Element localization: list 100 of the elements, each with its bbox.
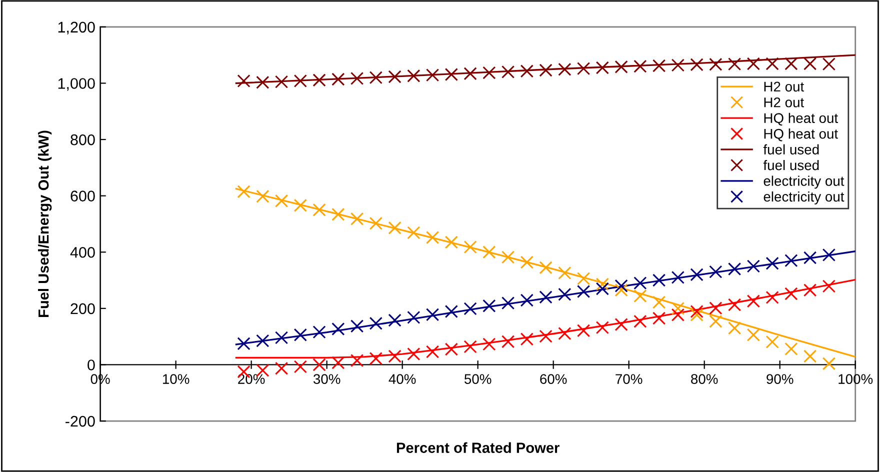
point [350,320,364,333]
point [652,59,666,72]
x-tick-label: 50% [464,374,492,384]
point [482,338,496,351]
x-tick-label: 30% [313,374,340,384]
y-tick-label: 0 [88,360,95,370]
point [426,345,440,358]
point [482,299,496,312]
point [256,190,270,203]
point [746,57,760,70]
point [369,71,382,84]
legend-label: electricity out [764,176,844,189]
point [746,328,760,342]
point [539,261,552,274]
point [501,65,515,79]
point [332,208,345,221]
point [312,203,326,216]
y-tick-label: 200 [70,303,95,314]
point [294,74,307,88]
x-tick-label: 60% [540,374,567,384]
point [426,230,440,244]
point [407,347,420,361]
point [671,58,684,72]
y-tick-label: 1,000 [58,78,95,91]
point [312,358,326,372]
point [237,185,250,198]
point [576,272,590,286]
point [671,308,684,322]
point [369,352,382,366]
point [728,57,742,71]
point [558,266,572,280]
point [274,362,288,375]
point [464,240,477,254]
x-tick-label: 90% [766,374,794,384]
point [634,314,647,328]
point [294,328,307,342]
point [671,302,684,315]
x-axis-title: Percent of Rated Power [396,442,560,453]
point [444,304,458,318]
point [388,70,402,84]
point [784,57,798,70]
point [501,250,515,264]
point [690,308,704,322]
point [350,354,364,368]
point [634,289,647,303]
point [558,62,572,76]
point [746,260,760,273]
point [369,216,382,230]
point [709,58,722,71]
point [256,334,270,348]
point [784,254,798,268]
point [746,294,760,308]
point [803,57,817,70]
legend-label: fuel used [763,144,819,154]
point [822,280,836,293]
point [690,58,704,72]
point [501,335,515,348]
point [652,274,666,287]
legend-label: HQ heat out [764,128,838,142]
point [539,290,552,304]
legend-label: H2 out [764,97,804,108]
point [709,302,722,315]
point [596,61,609,74]
point [407,226,420,240]
point [576,62,590,76]
legend-label: fuel used [763,160,819,170]
point [558,326,572,340]
y-axis-title: Fuel Used/Energy Out (kW) [38,130,52,317]
point [482,66,496,80]
point [596,282,609,296]
point [766,256,779,270]
x-tick-label: 10% [162,374,190,384]
point [558,288,572,301]
point [426,68,440,82]
point [388,221,402,234]
x-tick-label: 100% [838,374,873,384]
point [634,60,647,73]
point [614,318,628,332]
y-tick-label: -200 [66,416,95,427]
point [822,57,836,71]
point [274,75,288,88]
point [350,212,364,226]
point [766,335,779,348]
point [652,296,666,309]
point [766,290,779,304]
point [312,74,326,87]
legend-label: electricity out [764,191,844,204]
point [766,57,779,70]
point [539,64,552,77]
line-series [235,188,856,358]
point [614,284,628,297]
point [520,256,534,269]
point [709,314,722,328]
point [576,284,590,298]
point [350,72,364,85]
point [444,236,458,249]
point [256,76,270,89]
point [407,69,420,82]
point [388,314,402,327]
point [709,265,722,278]
